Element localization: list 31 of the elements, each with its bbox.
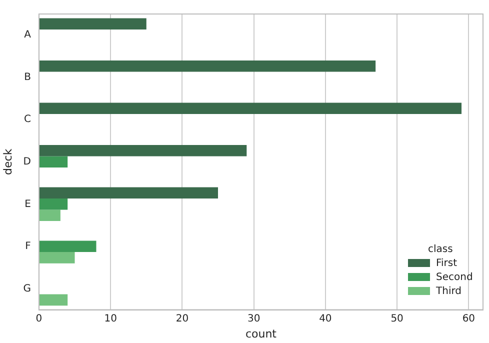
- x-tick-label: 30: [247, 313, 260, 324]
- y-tick-label: F: [25, 241, 32, 252]
- bar: [39, 187, 218, 199]
- bar: [39, 210, 60, 222]
- x-tick-label: 0: [36, 313, 42, 324]
- x-tick-label: 50: [390, 313, 404, 324]
- legend-label: Second: [436, 272, 473, 283]
- legend-label: First: [436, 258, 458, 269]
- x-tick-label: 60: [462, 313, 476, 324]
- bar: [39, 156, 68, 168]
- y-tick-label: E: [24, 198, 31, 210]
- y-tick-label: A: [24, 30, 32, 41]
- bar: [39, 198, 68, 210]
- y-tick-label: C: [24, 114, 31, 126]
- bar: [39, 102, 462, 114]
- bar: [39, 294, 68, 306]
- x-tick-label: 20: [176, 313, 189, 324]
- x-tick-label: 10: [104, 313, 117, 324]
- y-tick-label: B: [24, 72, 32, 83]
- legend-label: Third: [436, 286, 462, 297]
- y-axis-title: deck: [1, 148, 14, 175]
- y-tick-label: G: [23, 283, 31, 294]
- bar: [39, 144, 247, 156]
- y-tick-label: D: [23, 156, 32, 168]
- x-axis-title: count: [245, 327, 278, 340]
- bar: [39, 252, 75, 264]
- bar: [39, 18, 146, 30]
- bar: [39, 60, 376, 72]
- x-tick-label: 40: [319, 313, 332, 324]
- bar: [39, 240, 96, 252]
- legend-title: class: [426, 244, 454, 255]
